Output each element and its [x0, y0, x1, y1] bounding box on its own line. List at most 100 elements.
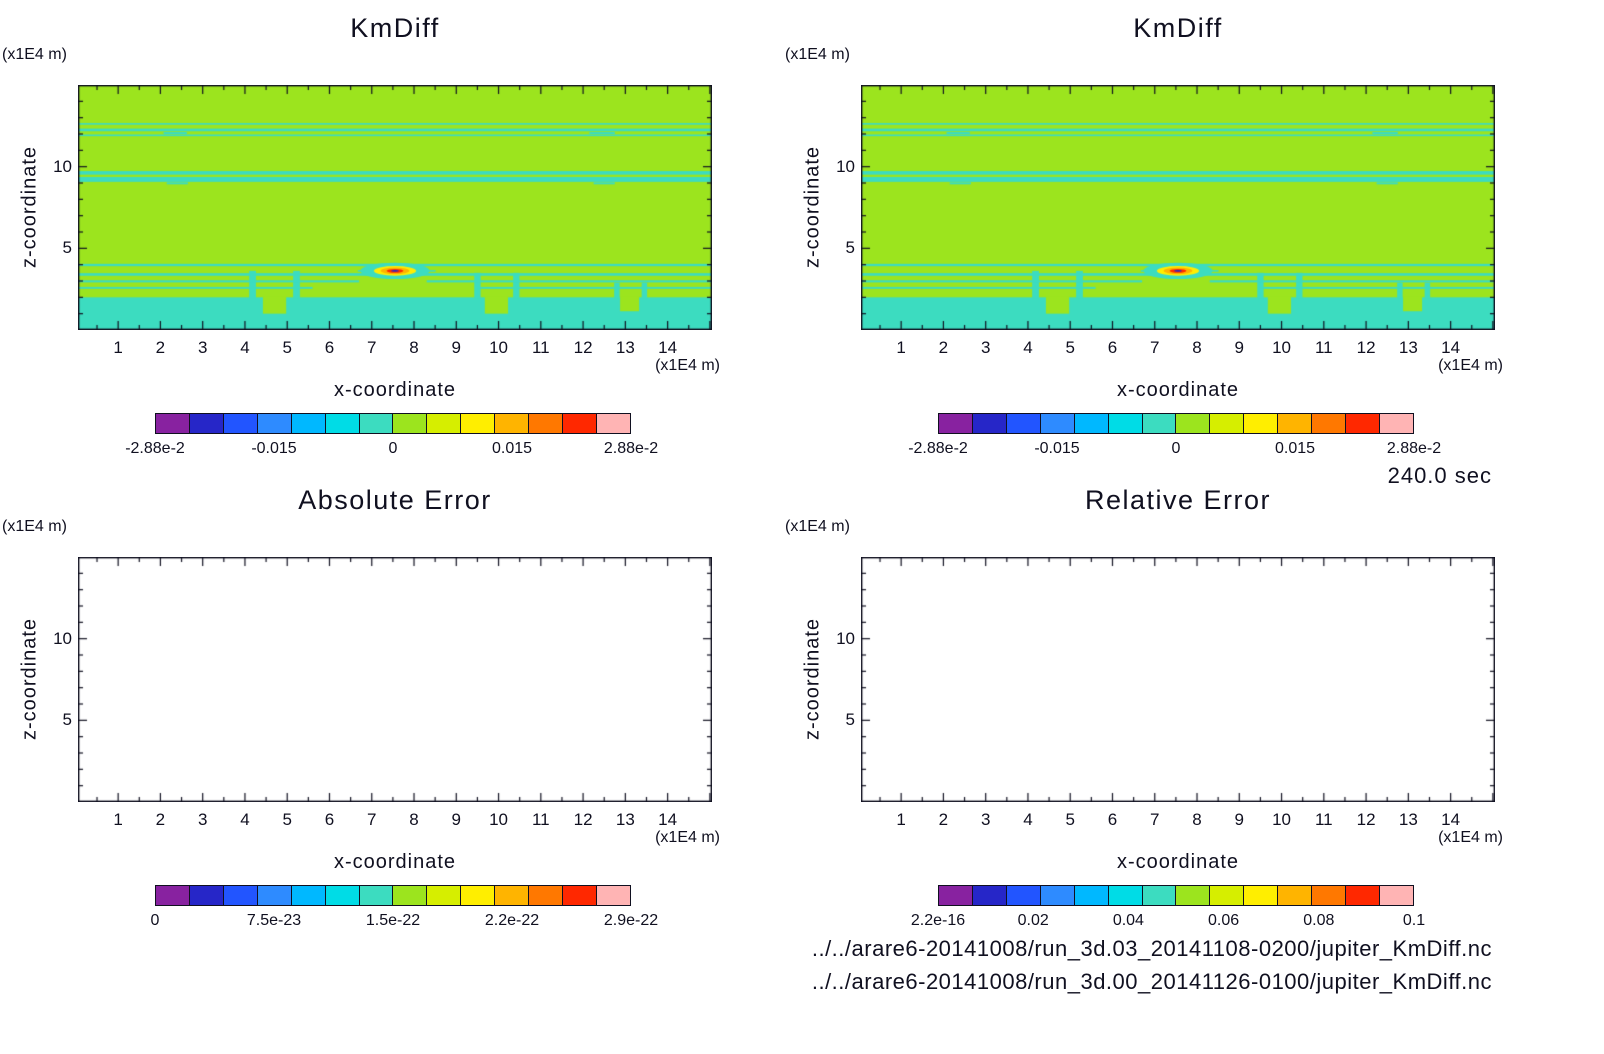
colorbar-tick-label: -0.015 [1034, 440, 1080, 457]
x-tick-label: 14 [1441, 810, 1461, 829]
x-axis-label: x-coordinate [1116, 851, 1240, 873]
colorbar-tick-label: -2.88e-2 [908, 440, 968, 457]
colorbar-cell [222, 886, 257, 905]
x-tick-label: 4 [240, 338, 250, 357]
colorbar-cell [1345, 414, 1379, 433]
colorbar-cell [358, 414, 393, 433]
x-tick-label: 3 [197, 338, 208, 357]
y-tick-label: 10 [836, 156, 855, 176]
x-tick-label: 13 [615, 338, 635, 357]
x-tick-label: 3 [980, 338, 991, 357]
colorbar-cell [1073, 414, 1108, 433]
colorbar-tick-label: 0 [388, 440, 398, 457]
x-tick-label: 2 [938, 338, 949, 357]
x-tick-label: 4 [240, 810, 250, 829]
colorbar [938, 413, 1414, 434]
y-tick-label: 10 [836, 628, 855, 648]
colorbar-cell [1039, 414, 1074, 433]
colorbar-cell [358, 886, 393, 905]
colorbar-cell [1378, 886, 1413, 905]
x-tick-label: 10 [1272, 338, 1291, 357]
x-tick-label: 7 [367, 810, 377, 829]
x-tick-label: 2 [155, 810, 166, 829]
colorbar-tick-label: 1.5e-22 [365, 912, 421, 929]
panel-kmdiff-left: KmDiff (x1E4 m) z-coordinate (x1E4 m) x-… [0, 0, 783, 472]
colorbar-cell [1311, 886, 1346, 905]
y-axis-unit: (x1E4 m) [2, 518, 67, 535]
data-file-path-2: ../../arare6-20141008/run_3d.00_20141126… [811, 969, 1492, 994]
panel-relative-error: Relative Error (x1E4 m) z-coordinate (x1… [783, 472, 1566, 944]
colorbar-cell [562, 886, 596, 905]
colorbar-cell [1175, 414, 1210, 433]
colorbar-cell [1107, 886, 1142, 905]
x-tick-label: 11 [531, 810, 550, 829]
colorbar-cell [256, 414, 291, 433]
x-tick-label: 2 [155, 338, 166, 357]
y-axis-unit: (x1E4 m) [785, 46, 850, 63]
colorbar-cell [290, 886, 325, 905]
contour-plot-canvas [78, 557, 712, 802]
y-axis-unit: (x1E4 m) [785, 518, 850, 535]
colorbar-tick-label: 7.5e-23 [246, 912, 302, 929]
x-tick-label: 12 [573, 338, 593, 357]
x-tick-label: 6 [1107, 338, 1118, 357]
x-tick-label: 14 [1441, 338, 1461, 357]
x-tick-label: 5 [1065, 810, 1075, 829]
time-label: 240.0 sec [1387, 463, 1492, 488]
x-tick-label: 14 [658, 338, 678, 357]
x-tick-label: 13 [615, 810, 635, 829]
x-tick-label: 8 [1192, 810, 1202, 829]
colorbar-cell [1005, 414, 1040, 433]
x-tick-label: 11 [1314, 338, 1333, 357]
colorbar-cell [460, 886, 495, 905]
y-tick-label: 5 [62, 710, 72, 730]
colorbar-tick-label: 0 [1171, 440, 1181, 457]
x-tick-label: 7 [1150, 810, 1160, 829]
colorbar [938, 885, 1414, 906]
x-tick-label: 7 [1150, 338, 1160, 357]
colorbar-cell [426, 886, 461, 905]
colorbar-cell [1345, 886, 1379, 905]
colorbar-tick-label: 0.06 [1208, 912, 1240, 929]
colorbar-cell [188, 414, 223, 433]
x-axis-unit: (x1E4 m) [1438, 829, 1503, 846]
colorbar-tick-label: 0.015 [491, 440, 533, 457]
y-axis-unit: (x1E4 m) [2, 46, 67, 63]
colorbar-cell [1243, 886, 1278, 905]
colorbar-cell [562, 414, 596, 433]
plot-title: KmDiff [350, 13, 440, 43]
x-tick-label: 9 [451, 810, 462, 829]
x-tick-label: 5 [282, 338, 292, 357]
x-axis-label: x-coordinate [333, 379, 457, 401]
x-tick-label: 4 [1023, 338, 1033, 357]
x-tick-label: 2 [938, 810, 949, 829]
colorbar-cell [426, 414, 461, 433]
panel-kmdiff-right: KmDiff (x1E4 m) z-coordinate (x1E4 m) x-… [783, 0, 1566, 472]
colorbar-cell [188, 886, 223, 905]
x-tick-label: 6 [324, 338, 335, 357]
colorbar-tick-label: 0.015 [1274, 440, 1316, 457]
colorbar-tick-label: 2.9e-22 [603, 912, 659, 929]
colorbar-cell [528, 414, 563, 433]
colorbar-tick-label: -2.88e-2 [125, 440, 185, 457]
x-tick-label: 13 [1398, 810, 1418, 829]
plot-title: Relative Error [1084, 485, 1272, 515]
x-axis-unit: (x1E4 m) [655, 829, 720, 846]
colorbar-cell [971, 414, 1006, 433]
data-file-path-1: ../../arare6-20141008/run_3d.03_20141108… [811, 936, 1492, 961]
colorbar-cell [1107, 414, 1142, 433]
x-tick-label: 14 [658, 810, 678, 829]
colorbar-cell [324, 886, 359, 905]
y-tick-label: 10 [53, 156, 72, 176]
x-tick-label: 8 [409, 338, 419, 357]
colorbar-cell [1141, 414, 1176, 433]
x-tick-label: 8 [1192, 338, 1202, 357]
colorbar-cell [528, 886, 563, 905]
colorbar-cell [595, 414, 630, 433]
colorbar-tick-label: 0.04 [1112, 912, 1144, 929]
x-tick-label: 9 [1234, 338, 1245, 357]
colorbar-tick-label: 2.2e-22 [484, 912, 540, 929]
y-tick-label: 5 [62, 238, 72, 258]
colorbar-cell [1311, 414, 1346, 433]
x-tick-label: 8 [409, 810, 419, 829]
